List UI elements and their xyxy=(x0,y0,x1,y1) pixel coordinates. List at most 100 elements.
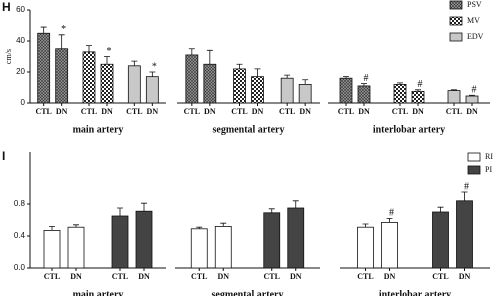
y-tick-label: 40 xyxy=(16,36,25,45)
bar xyxy=(203,63,217,104)
bar xyxy=(127,65,141,104)
legend-label: PI xyxy=(485,165,492,174)
bar xyxy=(339,77,353,104)
significance-mark: # xyxy=(364,73,369,84)
error-bar xyxy=(49,226,55,231)
bar xyxy=(251,76,264,104)
legend-swatch xyxy=(449,0,463,10)
bar xyxy=(43,229,61,269)
error-bar xyxy=(386,218,393,223)
x-tick-label: CTL xyxy=(112,272,128,281)
x-tick-label: CTL xyxy=(338,107,354,116)
y-tick-label: 0.8 xyxy=(14,199,26,208)
bar xyxy=(298,84,312,104)
error-bar xyxy=(302,79,309,85)
group-label: segmental artery xyxy=(213,124,285,135)
legend-label: PSV xyxy=(467,0,482,9)
bar xyxy=(100,63,114,104)
x-tick-label: CTL xyxy=(184,107,200,116)
legend-swatch xyxy=(449,32,463,42)
legend-swatch xyxy=(467,152,481,162)
bar xyxy=(393,84,407,104)
bar xyxy=(447,90,461,104)
x-tick-label: DN xyxy=(412,107,424,116)
error-bar xyxy=(117,207,123,216)
x-tick-label: DN xyxy=(252,107,264,116)
bar xyxy=(263,212,281,269)
significance-mark: # xyxy=(389,208,394,219)
error-bar xyxy=(40,26,47,34)
legend-label: MV xyxy=(467,16,480,25)
panel-letter: H xyxy=(2,0,11,14)
error-bar xyxy=(284,74,291,79)
x-tick-label: CTL xyxy=(357,272,373,281)
error-bar xyxy=(188,48,195,55)
group-label: interlobar artery xyxy=(379,289,451,296)
error-bar xyxy=(73,224,79,228)
x-tick-label: DN xyxy=(384,272,396,281)
x-tick-label: CTL xyxy=(81,107,97,116)
bar xyxy=(280,77,294,104)
error-bar xyxy=(58,34,65,49)
bar xyxy=(135,210,153,269)
error-bar xyxy=(469,94,475,97)
legend-swatch xyxy=(449,16,463,26)
x-tick-label: DN xyxy=(217,272,229,281)
y-tick-label: 0 xyxy=(21,98,26,107)
group-label: main artery xyxy=(73,289,124,296)
bar xyxy=(67,226,85,269)
group-label: interlobar artery xyxy=(373,124,445,135)
bar xyxy=(357,226,374,269)
x-tick-label: CTL xyxy=(126,107,142,116)
error-bar xyxy=(104,56,110,65)
significance-mark: * xyxy=(61,24,66,35)
x-tick-label: CTL xyxy=(191,272,207,281)
bar xyxy=(432,211,449,269)
bar xyxy=(357,85,371,104)
y-tick-label: 0.4 xyxy=(14,231,26,240)
y-axis-label: cm/s xyxy=(4,49,13,64)
x-tick-label: CTL xyxy=(446,107,462,116)
x-tick-label: CTL xyxy=(231,107,247,116)
error-bar xyxy=(86,45,92,52)
y-tick-label: 0.0 xyxy=(14,263,26,272)
error-bar xyxy=(268,208,275,213)
bar xyxy=(411,90,425,104)
bar xyxy=(233,68,246,104)
bar xyxy=(55,48,69,104)
x-tick-label: DN xyxy=(459,272,471,281)
error-bar xyxy=(362,223,369,228)
bar xyxy=(465,95,479,104)
error-bar xyxy=(141,202,147,212)
error-bar xyxy=(292,200,299,208)
x-tick-label: CTL xyxy=(279,107,295,116)
error-bar xyxy=(343,76,349,79)
significance-mark: # xyxy=(418,79,423,90)
x-tick-label: CTL xyxy=(432,272,448,281)
significance-mark: * xyxy=(152,61,157,72)
x-tick-label: CTL xyxy=(264,272,280,281)
x-tick-label: DN xyxy=(290,272,302,281)
bar xyxy=(111,215,129,269)
legend-swatch xyxy=(467,165,481,175)
legend-label: EDV xyxy=(467,32,484,41)
y-tick-label: 60 xyxy=(16,5,25,14)
bar xyxy=(456,200,473,269)
error-bar xyxy=(415,89,421,92)
x-tick-label: DN xyxy=(466,107,478,116)
error-bar xyxy=(196,226,203,229)
group-label: segmental artery xyxy=(212,289,284,296)
bar xyxy=(37,32,51,104)
legend-label: RI xyxy=(485,152,493,161)
significance-mark: # xyxy=(464,181,469,192)
error-bar xyxy=(131,60,138,66)
x-tick-label: DN xyxy=(70,272,82,281)
y-tick-label: 20 xyxy=(16,67,25,76)
bar xyxy=(82,51,96,104)
x-tick-label: DN xyxy=(299,107,311,116)
group-label: main artery xyxy=(73,124,124,135)
bar xyxy=(287,207,305,269)
x-tick-label: DN xyxy=(56,107,68,116)
x-tick-label: CTL xyxy=(44,272,60,281)
